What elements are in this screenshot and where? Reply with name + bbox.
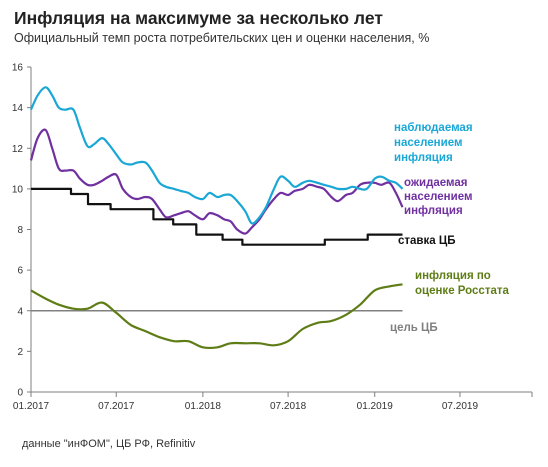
x-tick-label: 07.2019	[442, 401, 479, 412]
y-tick-label: 2	[17, 347, 23, 358]
series-label: цель ЦБ	[390, 322, 438, 334]
series-line	[31, 187, 403, 246]
series-label: населением	[394, 137, 462, 149]
series-label: инфляция	[404, 205, 463, 217]
series-label: населением	[404, 191, 472, 203]
series-label: инфляция	[394, 152, 453, 164]
series-label: ожидаемая	[404, 177, 468, 189]
y-tick-label: 10	[12, 184, 24, 195]
y-tick-label: 0	[17, 388, 23, 399]
series-line	[29, 86, 404, 225]
series-label: ставка ЦБ	[398, 235, 456, 247]
series-line	[29, 128, 404, 235]
chart-title: Инфляция на максимуме за несколько лет	[14, 8, 383, 28]
x-tick-label: 01.2017	[13, 401, 50, 412]
y-tick-label: 16	[12, 63, 24, 74]
chart-subtitle: Официальный темп роста потребительских ц…	[14, 31, 430, 45]
y-tick-label: 4	[17, 306, 23, 317]
y-tick-label: 14	[12, 103, 24, 114]
x-tick-label: 07.2018	[270, 401, 307, 412]
x-tick-label: 01.2018	[185, 401, 222, 412]
x-tick-label: 01.2019	[357, 401, 394, 412]
y-tick-label: 8	[17, 225, 23, 236]
series-line	[30, 283, 403, 350]
series-label: оценке Росстата	[415, 285, 509, 297]
x-tick-label: 07.2017	[98, 401, 135, 412]
y-tick-label: 6	[17, 266, 23, 277]
series-label: инфляция по	[415, 270, 491, 282]
y-tick-label: 12	[12, 144, 24, 155]
series-label: наблюдаемая	[394, 122, 473, 134]
data-source-note: данные "инФОМ", ЦБ РФ, Refinitiv	[22, 438, 196, 450]
